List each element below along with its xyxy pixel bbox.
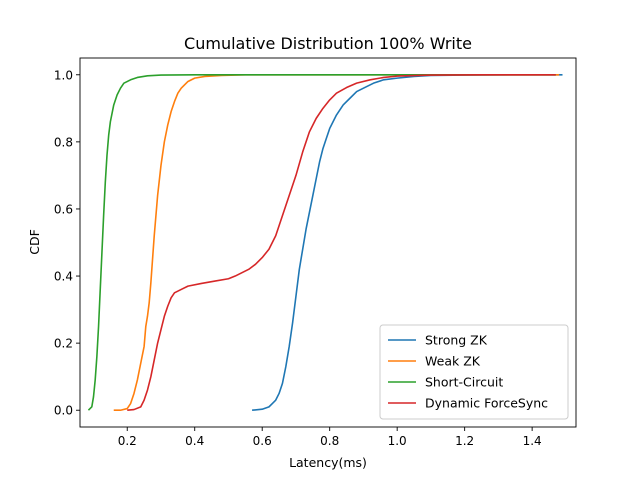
y-tick-label: 0.6 <box>54 202 73 216</box>
x-tick-label: 1.4 <box>523 434 542 448</box>
x-tick-label: 0.8 <box>320 434 339 448</box>
y-tick-label: 0.4 <box>54 270 73 284</box>
x-tick-label: 1.0 <box>388 434 407 448</box>
series-line-2 <box>87 73 556 411</box>
series-line-3 <box>127 73 556 412</box>
y-tick-label: 0.8 <box>54 135 73 149</box>
plot-frame <box>79 57 577 428</box>
x-axis-label: Latency(ms) <box>289 455 367 470</box>
legend: Strong ZK Weak ZK Short-Circuit Dynamic For… <box>379 324 569 420</box>
legend-label-3: Dynamic ForceSync <box>425 396 548 411</box>
x-tick-label: 0.2 <box>118 434 137 448</box>
legend-label-1: Weak ZK <box>425 354 481 369</box>
y-tick-label: 0.0 <box>54 404 73 418</box>
legend-label-2: Short-Circuit <box>425 375 503 390</box>
x-tick-label: 1.2 <box>455 434 474 448</box>
y-tick-label: 1.0 <box>54 68 73 82</box>
y-axis-ticks: 0.0 0.2 0.4 0.6 0.8 1.0 <box>54 68 80 418</box>
y-axis-label: CDF <box>27 229 42 255</box>
x-axis-ticks: 0.2 0.4 0.6 0.8 1.0 1.2 1.4 <box>118 427 542 448</box>
x-tick-label: 0.6 <box>253 434 272 448</box>
legend-box <box>379 324 569 420</box>
chart-title: Cumulative Distribution 100% Write <box>184 34 472 53</box>
x-tick-label: 0.4 <box>185 434 204 448</box>
series-layer <box>87 73 563 412</box>
series-line-0 <box>252 73 563 412</box>
y-tick-label: 0.2 <box>54 337 73 351</box>
legend-label-0: Strong ZK <box>425 333 488 348</box>
